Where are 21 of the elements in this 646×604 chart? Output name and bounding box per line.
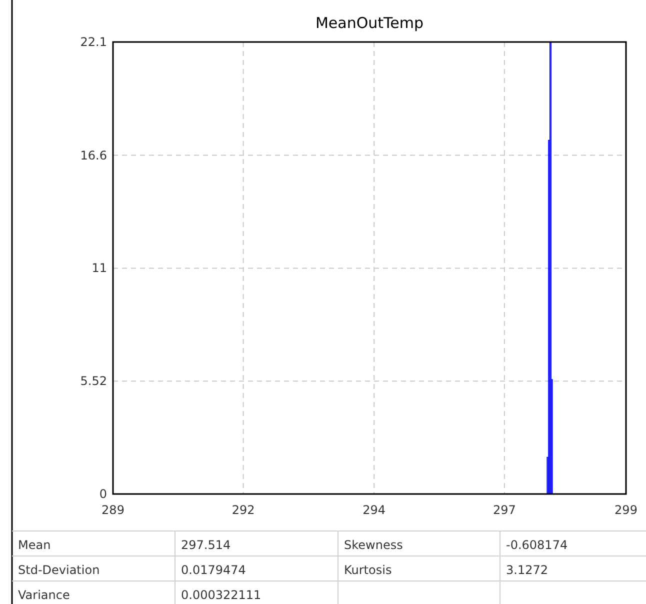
x-tick-label: 299 <box>614 503 638 517</box>
text: Kurtosis <box>344 563 392 577</box>
x-tick-label: 292 <box>232 503 255 517</box>
x-tick-label: 289 <box>102 503 124 517</box>
text: 3.1272 <box>506 563 548 577</box>
text: 0.000322111 <box>181 588 262 602</box>
y-tick-label: 5.52 <box>80 374 107 388</box>
text: -0.608174 <box>506 538 568 552</box>
text: 297.514 <box>181 538 231 552</box>
y-tick-label: 11 <box>92 261 107 276</box>
text: Mean <box>18 538 51 552</box>
text: Std-Deviation <box>18 563 100 577</box>
text: 0.0179474 <box>181 563 246 577</box>
y-tick-label: 16.6 <box>80 148 107 162</box>
x-tick-label: 294 <box>362 503 386 517</box>
x-tick-label: 297 <box>492 503 516 517</box>
y-tick-label: 22.1 <box>80 35 107 49</box>
y-tick-label: 0 <box>99 487 107 501</box>
text: Skewness <box>344 538 403 552</box>
text: Variance <box>18 588 70 602</box>
chart-title: MeanOutTemp <box>315 14 424 32</box>
